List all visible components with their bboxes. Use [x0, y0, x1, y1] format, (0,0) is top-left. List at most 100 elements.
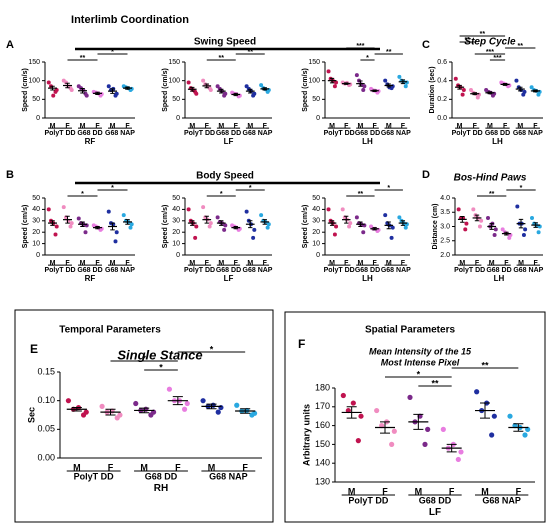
significance-label: * — [159, 362, 163, 372]
x-tick-label: F — [175, 462, 181, 472]
data-point — [128, 225, 133, 230]
y-axis-label: Speed (cm/s) — [302, 68, 309, 112]
y-tick-label: 0.15 — [37, 366, 55, 376]
group-label: G68 NAP — [105, 267, 135, 274]
x-tick-label: M — [110, 123, 116, 130]
error-bar — [50, 220, 55, 226]
group-label: G68 DD — [419, 495, 452, 505]
x-tick-label: F — [534, 260, 539, 267]
data-point — [460, 92, 465, 97]
data-point — [493, 227, 498, 232]
x-axis-label: LH — [362, 137, 373, 146]
panel-box — [284, 311, 546, 523]
data-point — [361, 88, 366, 92]
data-point — [218, 404, 224, 411]
significance-label: * — [387, 185, 390, 192]
group-label: PolyT DD — [454, 267, 485, 274]
x-axis-label: LF — [429, 507, 441, 518]
y-tick-label: 50 — [172, 96, 180, 103]
x-tick-label: M — [73, 462, 81, 472]
y-tick-label: 50 — [172, 195, 180, 202]
x-tick-label: M — [481, 486, 489, 496]
x-tick-label: F — [401, 260, 406, 267]
significance-label: * — [520, 185, 523, 192]
error-bar — [262, 219, 267, 225]
error-bar — [346, 406, 357, 419]
data-point — [223, 91, 228, 96]
error-bar — [139, 407, 150, 414]
x-tick-label: F — [263, 123, 268, 130]
y-axis-label: Sec — [26, 407, 36, 423]
group-label: PolyT DD — [184, 130, 215, 137]
significance-label: ** — [358, 191, 364, 198]
data-point — [489, 432, 495, 438]
y-tick-label: 2.0 — [440, 252, 450, 259]
data-point — [403, 84, 408, 89]
significance-label: * — [249, 185, 252, 192]
error-bar — [71, 407, 82, 412]
section-title: Step Cycle — [464, 37, 516, 48]
x-tick-label: F — [95, 260, 100, 267]
data-point — [259, 213, 264, 218]
significance-label: ** — [464, 37, 470, 44]
x-axis-label: RF — [85, 137, 96, 146]
data-point — [201, 205, 206, 210]
x-tick-label: M — [110, 260, 116, 267]
significance-label: ** — [480, 31, 486, 38]
x-tick-label: F — [234, 123, 239, 130]
group-label: G68 DD — [216, 267, 241, 274]
error-bar — [386, 221, 391, 230]
significance-label: *** — [493, 55, 501, 62]
data-point — [477, 224, 482, 229]
error-bar — [358, 80, 363, 87]
data-point — [201, 78, 206, 83]
error-bar — [344, 215, 349, 224]
data-point — [530, 215, 534, 220]
error-bar — [248, 220, 253, 229]
data-point — [194, 91, 199, 96]
data-point — [184, 400, 190, 407]
error-bar — [474, 214, 480, 222]
significance-label: * — [81, 191, 84, 198]
data-point — [522, 432, 528, 438]
data-point — [326, 69, 331, 74]
x-axis-label: LF — [224, 137, 234, 146]
data-point — [471, 207, 476, 212]
group-label: G68 DD — [485, 130, 510, 137]
significance-label: ** — [431, 378, 439, 388]
data-point — [455, 456, 461, 463]
y-tick-label: 100 — [308, 78, 320, 85]
y-tick-label: 3.0 — [440, 223, 450, 230]
data-point — [350, 400, 356, 406]
y-tick-label: 10 — [312, 240, 320, 247]
x-axis-label: LH — [492, 137, 503, 146]
data-point — [69, 221, 74, 226]
y-axis-label: Arbitrary units — [301, 404, 311, 466]
data-point — [440, 426, 446, 432]
x-tick-label: F — [449, 486, 455, 496]
y-tick-label: 40 — [312, 206, 320, 213]
y-axis-label: Speed (cm/s) — [162, 68, 169, 112]
significance-label: * — [220, 191, 223, 198]
group-label: G68 DD — [355, 267, 380, 274]
group-label: G68 NAP — [482, 495, 521, 505]
error-bar — [460, 216, 465, 223]
data-point — [374, 407, 380, 414]
data-point — [166, 386, 173, 392]
x-tick-label: M — [189, 123, 195, 130]
y-axis-label: Duration (sec) — [429, 66, 436, 113]
x-tick-label: F — [108, 462, 114, 472]
y-tick-label: 180 — [315, 382, 330, 392]
data-point — [463, 227, 468, 232]
data-point — [251, 410, 258, 416]
group-label: PolyT DD — [348, 495, 389, 505]
error-bar — [219, 88, 224, 94]
data-point — [389, 441, 395, 447]
data-point — [193, 235, 198, 240]
x-tick-label: M — [208, 462, 216, 472]
error-bar — [344, 82, 349, 85]
x-tick-label: M — [487, 123, 493, 130]
x-axis-label: LH — [494, 274, 505, 283]
y-tick-label: 20 — [172, 229, 180, 236]
x-tick-label: F — [401, 123, 406, 130]
